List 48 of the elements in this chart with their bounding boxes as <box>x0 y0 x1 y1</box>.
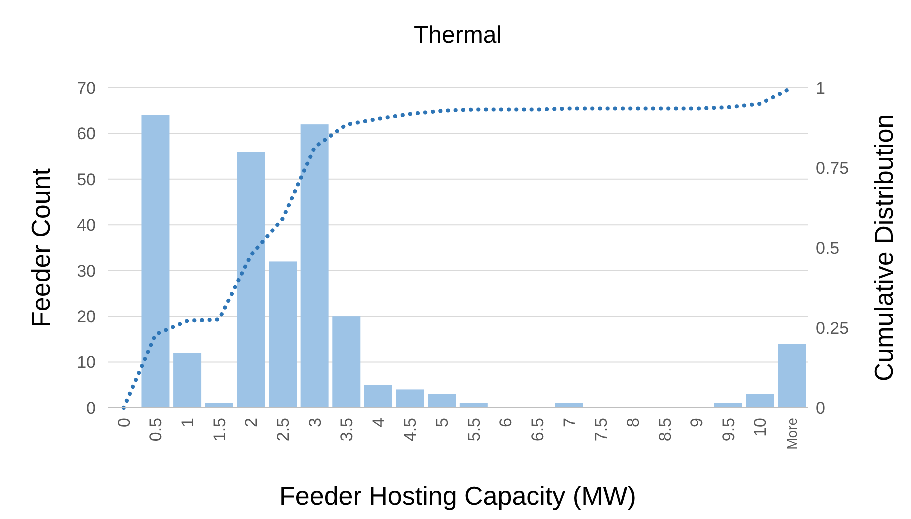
y-tick-label: 40 <box>77 216 96 236</box>
bar <box>142 115 170 408</box>
y-tick-label: 10 <box>77 353 96 372</box>
y2-tick-label: 0.5 <box>816 238 840 258</box>
x-tick-label: 2.5 <box>274 418 293 442</box>
x-tick-label: 2 <box>242 418 262 428</box>
bar <box>174 353 202 408</box>
x-tick-label: 9.5 <box>719 418 738 442</box>
x-tick-label: 0.5 <box>146 418 166 442</box>
bar <box>332 316 361 408</box>
bar <box>778 344 806 408</box>
x-tick-label: 8 <box>624 418 643 428</box>
y2-tick-label: 1 <box>816 78 826 98</box>
x-tick-label: 1.5 <box>210 418 230 442</box>
x-tick-label: 6.5 <box>528 418 548 442</box>
bar <box>746 394 774 408</box>
y-tick-label: 70 <box>77 78 96 98</box>
x-tick-label: 4.5 <box>401 418 420 442</box>
y2-tick-label: 0.75 <box>816 158 850 178</box>
x-axis-title: Feeder Hosting Capacity (MW) <box>280 481 636 511</box>
chart-title: Thermal <box>414 22 502 49</box>
x-tick-label: 6 <box>496 418 516 428</box>
bar <box>428 394 456 408</box>
x-tick-label: 3.5 <box>338 418 357 442</box>
x-tick-label: 5.5 <box>464 418 484 442</box>
x-tick-label: 8.5 <box>656 418 675 442</box>
x-tick-label: 1 <box>178 418 198 428</box>
y-tick-label: 50 <box>77 170 96 190</box>
x-tick-label: 9 <box>688 418 707 428</box>
x-tick-label: 4 <box>369 418 388 428</box>
bar <box>269 262 297 408</box>
bar <box>300 124 329 408</box>
y-axis-title: Feeder Count <box>26 168 56 328</box>
x-tick-label: 7.5 <box>592 418 612 442</box>
y-tick-label: 30 <box>77 262 96 281</box>
x-tick-label: More <box>784 418 800 450</box>
y2-axis-title: Cumulative Distribution <box>869 114 899 382</box>
x-tick-label: 3 <box>306 418 325 428</box>
x-tick-label: 7 <box>560 418 580 428</box>
x-tick-label: 10 <box>751 418 770 437</box>
bar <box>364 385 392 408</box>
x-tick-label: 5 <box>433 418 452 428</box>
bar <box>237 152 266 408</box>
y-tick-label: 60 <box>77 124 96 144</box>
x-tick-label: 0 <box>114 418 134 428</box>
bar <box>396 390 424 408</box>
y2-tick-label: 0.25 <box>816 318 850 338</box>
y-tick-label: 20 <box>77 308 96 327</box>
